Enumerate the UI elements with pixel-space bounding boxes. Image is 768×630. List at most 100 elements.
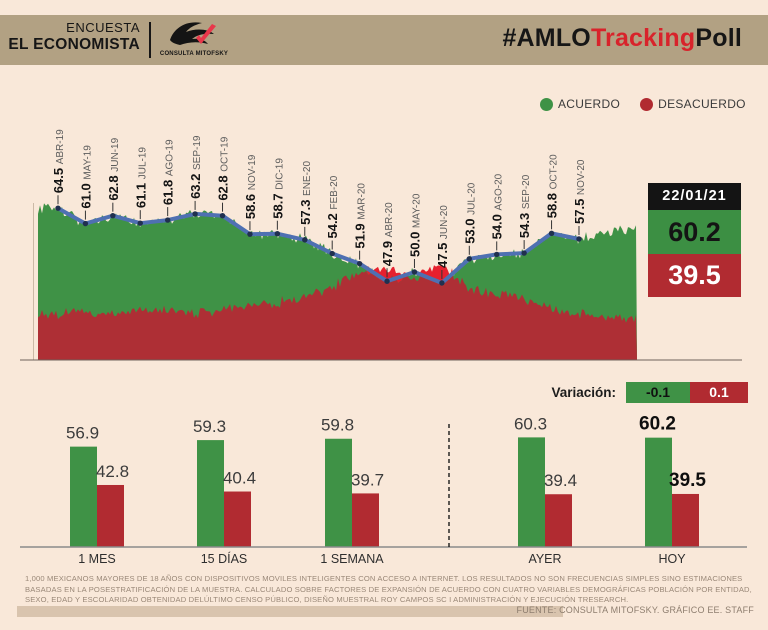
month-label: 47.9 ABR-20 (380, 202, 395, 266)
hashtag-amlo: #AMLO (502, 24, 591, 52)
variation-label: Variación: (551, 385, 616, 400)
month-label: 62.8 JUN-19 (106, 137, 121, 200)
variation-row: Variación: -0.1 0.1 (551, 382, 748, 403)
bar-desacuerdo (224, 491, 251, 547)
bar-value-desacuerdo: 39.4 (544, 471, 577, 490)
month-label: 58.7 DIC-19 (270, 158, 285, 219)
month-label: 53.0 JUL-20 (462, 182, 477, 244)
month-label: 50.0 MAY-20 (407, 193, 422, 257)
month-label: 57.3 ENE-20 (298, 161, 313, 225)
month-label: 61.1 JUL-19 (133, 147, 148, 209)
data-point (55, 205, 61, 211)
month-label: 61.0 MAY-19 (78, 145, 93, 209)
methodology-disclaimer: 1,000 MEXICANOS MAYORES DE 18 AÑOS CON D… (25, 574, 752, 606)
data-point (302, 237, 308, 243)
page-title: #AMLOTrackingPoll (502, 24, 742, 53)
data-point (329, 250, 335, 257)
data-point (384, 278, 390, 284)
hashtag-tracking: Tracking (590, 24, 696, 52)
disclaimer-line: BASADAS EN LA POSESTRATIFICACIÓN DE LA M… (25, 584, 752, 594)
source-credit: FUENTE: CONSULTA MITOFSKY. GRÁFICO EE. S… (516, 605, 754, 615)
bar-value-acuerdo: 56.9 (66, 424, 99, 443)
bar-value-acuerdo: 59.3 (193, 417, 226, 436)
legend-desacuerdo-label: DESACUERDO (658, 97, 746, 111)
disclaimer-line: 1,000 MEXICANOS MAYORES DE 18 AÑOS CON D… (25, 574, 743, 583)
month-label: 54.3 SEP-20 (517, 174, 532, 238)
bar-group-label: AYER (528, 552, 561, 566)
bar-value-acuerdo: 60.3 (514, 414, 547, 433)
consulta-mitofsky-logo: CONSULTA MITOFSKY (158, 18, 230, 57)
bar-group-label: 1 MES (78, 552, 116, 566)
month-label: 62.8 OCT-19 (216, 136, 231, 200)
brand-divider (149, 22, 151, 58)
date-badge: 22/01/21 (648, 183, 741, 210)
acuerdo-dot-icon (540, 97, 553, 111)
brand-top-label: ENCUESTA (66, 20, 140, 35)
desacuerdo-dot-icon (640, 97, 654, 111)
month-label: 61.8 AGO-19 (161, 139, 176, 205)
data-point (411, 269, 418, 275)
data-point (356, 260, 363, 267)
current-values-box: 22/01/21 60.2 39.5 (648, 183, 741, 297)
bar-value-desacuerdo: 42.8 (96, 462, 129, 481)
month-label: 47.5 JUN-20 (435, 205, 450, 268)
bar-acuerdo (518, 437, 545, 547)
footer-strip (17, 606, 563, 617)
bar-desacuerdo (352, 493, 379, 547)
legend-item-acuerdo: ACUERDO (540, 97, 620, 111)
data-point (439, 280, 445, 286)
bar-acuerdo (197, 440, 224, 547)
data-point (494, 251, 500, 258)
data-point (137, 220, 143, 226)
desacuerdo-current-value: 39.5 (648, 254, 741, 297)
month-label: 58.6 NOV-19 (243, 154, 258, 219)
bar-acuerdo (325, 438, 352, 547)
data-point (164, 217, 171, 223)
variation-desacuerdo-badge: 0.1 (690, 382, 748, 403)
bar-acuerdo (70, 446, 97, 547)
bar-group-label: 1 SEMANA (320, 552, 384, 566)
data-point (274, 231, 281, 237)
logo-caption: CONSULTA MITOFSKY (159, 51, 229, 57)
data-point (466, 256, 472, 262)
bar-desacuerdo (545, 494, 572, 547)
bar-desacuerdo (672, 493, 699, 547)
bar-value-desacuerdo: 40.4 (223, 469, 256, 488)
data-point (548, 230, 555, 236)
month-label: 63.2 SEP-19 (188, 135, 203, 199)
chart-legend: ACUERDO DESACUERDO (540, 97, 746, 111)
data-point (192, 211, 198, 217)
month-label: 57.5 NOV-20 (572, 159, 587, 224)
disclaimer-line: SEXO, EDAD Y ESCOLARIDAD OBTENIDAD DELÚL… (25, 595, 629, 605)
variation-acuerdo-badge: -0.1 (626, 382, 690, 403)
hashtag-poll: Poll (695, 24, 742, 52)
month-label: 58.8 OCT-20 (545, 154, 560, 218)
header-bar: ENCUESTA EL ECONOMISTA CONSULTA MITOFSKY… (0, 15, 768, 65)
acuerdo-trend-line (56, 206, 581, 285)
month-label: 54.2 FEB-20 (325, 175, 340, 238)
month-label: 51.9 MAR-20 (353, 183, 368, 249)
data-point (247, 231, 253, 237)
bar-value-acuerdo: 60.2 (639, 414, 676, 435)
bar-value-acuerdo: 59.8 (321, 416, 354, 435)
data-point (110, 212, 116, 219)
mitofsky-bird-icon (170, 22, 216, 45)
bar-group-label: 15 DÍAS (201, 551, 248, 566)
legend-item-desacuerdo: DESACUERDO (640, 97, 746, 111)
data-point (521, 250, 527, 256)
month-label: 64.5 ABR-19 (51, 129, 66, 193)
bar-acuerdo (645, 437, 672, 547)
bar-group-label: HOY (658, 552, 686, 566)
month-label: 54.0 AGO-20 (490, 173, 505, 239)
brand-el-economista: ENCUESTA EL ECONOMISTA (0, 20, 140, 54)
bar-desacuerdo (97, 484, 124, 547)
brand-bottom-label: EL ECONOMISTA (8, 35, 140, 53)
bar-value-desacuerdo: 39.5 (669, 470, 706, 491)
legend-acuerdo-label: ACUERDO (558, 97, 621, 111)
acuerdo-current-value: 60.2 (648, 210, 741, 254)
desacuerdo-area (38, 270, 637, 360)
data-point (576, 236, 582, 242)
data-point (219, 212, 226, 219)
